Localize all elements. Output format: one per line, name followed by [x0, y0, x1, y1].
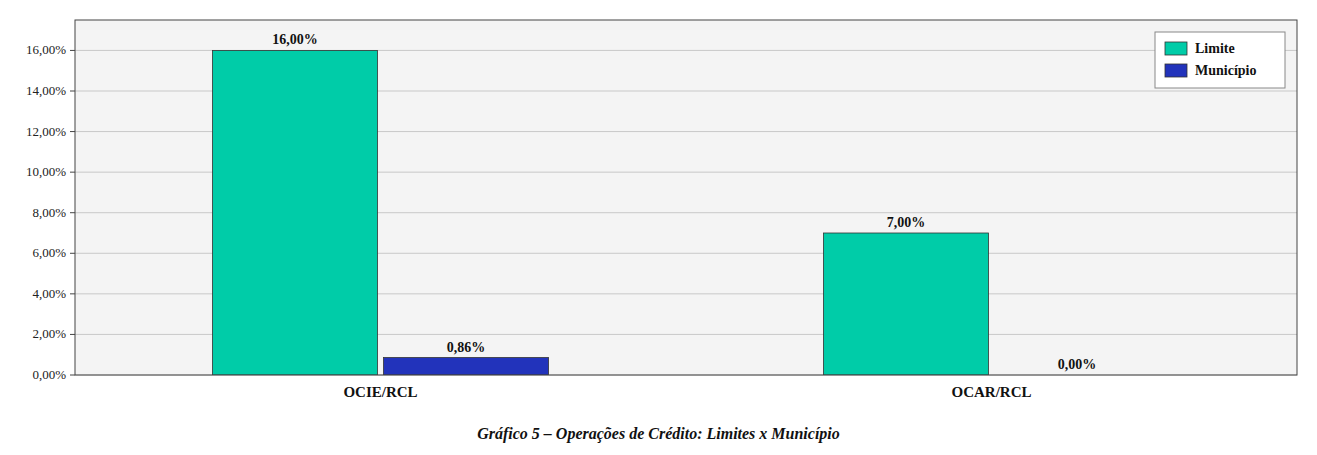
tick-mark: [70, 212, 75, 213]
tick-label: 4,00%: [32, 286, 66, 301]
legend-label: Município: [1195, 63, 1256, 78]
tick-label: 16,00%: [26, 42, 66, 57]
tick-label: 12,00%: [26, 124, 66, 139]
legend-box: [1155, 32, 1285, 88]
bar: [823, 233, 988, 375]
data-label: 16,00%: [272, 32, 318, 47]
tick-label: 2,00%: [32, 326, 66, 341]
tick-mark: [70, 50, 75, 51]
plot-frame: [75, 20, 1297, 375]
tick-label: 8,00%: [32, 205, 66, 220]
plot-area: [75, 20, 1297, 375]
tick-label: 6,00%: [32, 245, 66, 260]
tick-mark: [70, 375, 75, 376]
category-label: OCIE/RCL: [343, 384, 417, 400]
legend-swatch: [1165, 64, 1187, 77]
data-labels: 16,00% 0,86% 7,00% 0,00%: [272, 32, 1096, 372]
chart: 0,00% 2,00% 4,00% 6,00% 8,00% 10,00% 12,00% 14,…: [0, 0, 1317, 455]
tick-mark: [70, 334, 75, 335]
tick-mark: [70, 131, 75, 132]
tick-label: 10,00%: [26, 164, 66, 179]
category-label: OCAR/RCL: [951, 384, 1031, 400]
tick-mark: [70, 172, 75, 173]
title: Gráfico 5 – Operações de Crédito: Limite…: [477, 425, 840, 443]
tick-mark: [70, 293, 75, 294]
tick-label: 14,00%: [26, 83, 66, 98]
legend: Limite Município: [1155, 32, 1285, 88]
data-label: 0,86%: [447, 340, 486, 355]
legend-label: Limite: [1195, 41, 1235, 56]
data-label: 0,00%: [1058, 357, 1097, 372]
data-label: 7,00%: [887, 215, 926, 230]
bar: [384, 358, 549, 375]
tick-mark: [70, 91, 75, 92]
bars: [212, 50, 988, 375]
bar: [212, 50, 377, 375]
legend-swatch: [1165, 42, 1187, 55]
tick-label: 0,00%: [32, 367, 66, 382]
y-axis: 0,00% 2,00% 4,00% 6,00% 8,00% 10,00% 12,00% 14,…: [26, 42, 1297, 382]
x-axis: OCIE/RCL OCAR/RCL: [343, 384, 1031, 400]
tick-mark: [70, 253, 75, 254]
